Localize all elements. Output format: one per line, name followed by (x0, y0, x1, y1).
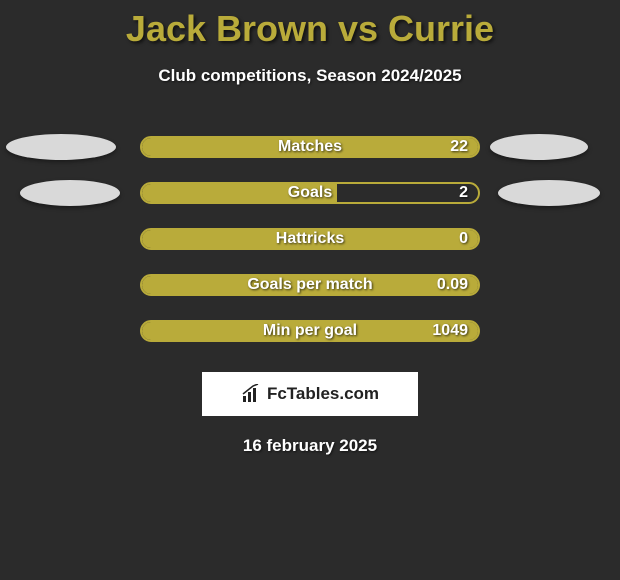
stat-row: Min per goal 1049 (140, 308, 480, 354)
stat-label: Goals (288, 184, 332, 202)
logo-box[interactable]: FcTables.com (202, 372, 418, 416)
root: Jack Brown vs Currie Club competitions, … (0, 0, 620, 456)
decor-ellipse (490, 134, 588, 160)
page-subtitle: Club competitions, Season 2024/2025 (0, 66, 620, 86)
stat-value: 2 (459, 184, 468, 202)
bar-chart-icon (241, 384, 261, 404)
stats-wrap: Matches 22 Goals 2 Hattricks 0 Goals per match… (0, 124, 620, 354)
logo-text: FcTables.com (267, 384, 379, 404)
stat-label: Goals per match (247, 276, 372, 294)
decor-ellipse (498, 180, 600, 206)
stat-row: Goals per match 0.09 (140, 262, 480, 308)
stat-value: 0 (459, 230, 468, 248)
page-title: Jack Brown vs Currie (0, 8, 620, 50)
stat-label: Hattricks (276, 230, 344, 248)
stat-label: Matches (278, 138, 342, 156)
stat-row: Hattricks 0 (140, 216, 480, 262)
stat-row: Goals 2 (140, 170, 480, 216)
bars-column: Matches 22 Goals 2 Hattricks 0 Goals per match… (140, 124, 480, 354)
stat-value: 1049 (432, 322, 468, 340)
stat-value: 22 (450, 138, 468, 156)
date-line: 16 february 2025 (0, 436, 620, 456)
decor-ellipse (20, 180, 120, 206)
stat-row: Matches 22 (140, 124, 480, 170)
decor-ellipse (6, 134, 116, 160)
stat-label: Min per goal (263, 322, 357, 340)
stat-value: 0.09 (437, 276, 468, 294)
